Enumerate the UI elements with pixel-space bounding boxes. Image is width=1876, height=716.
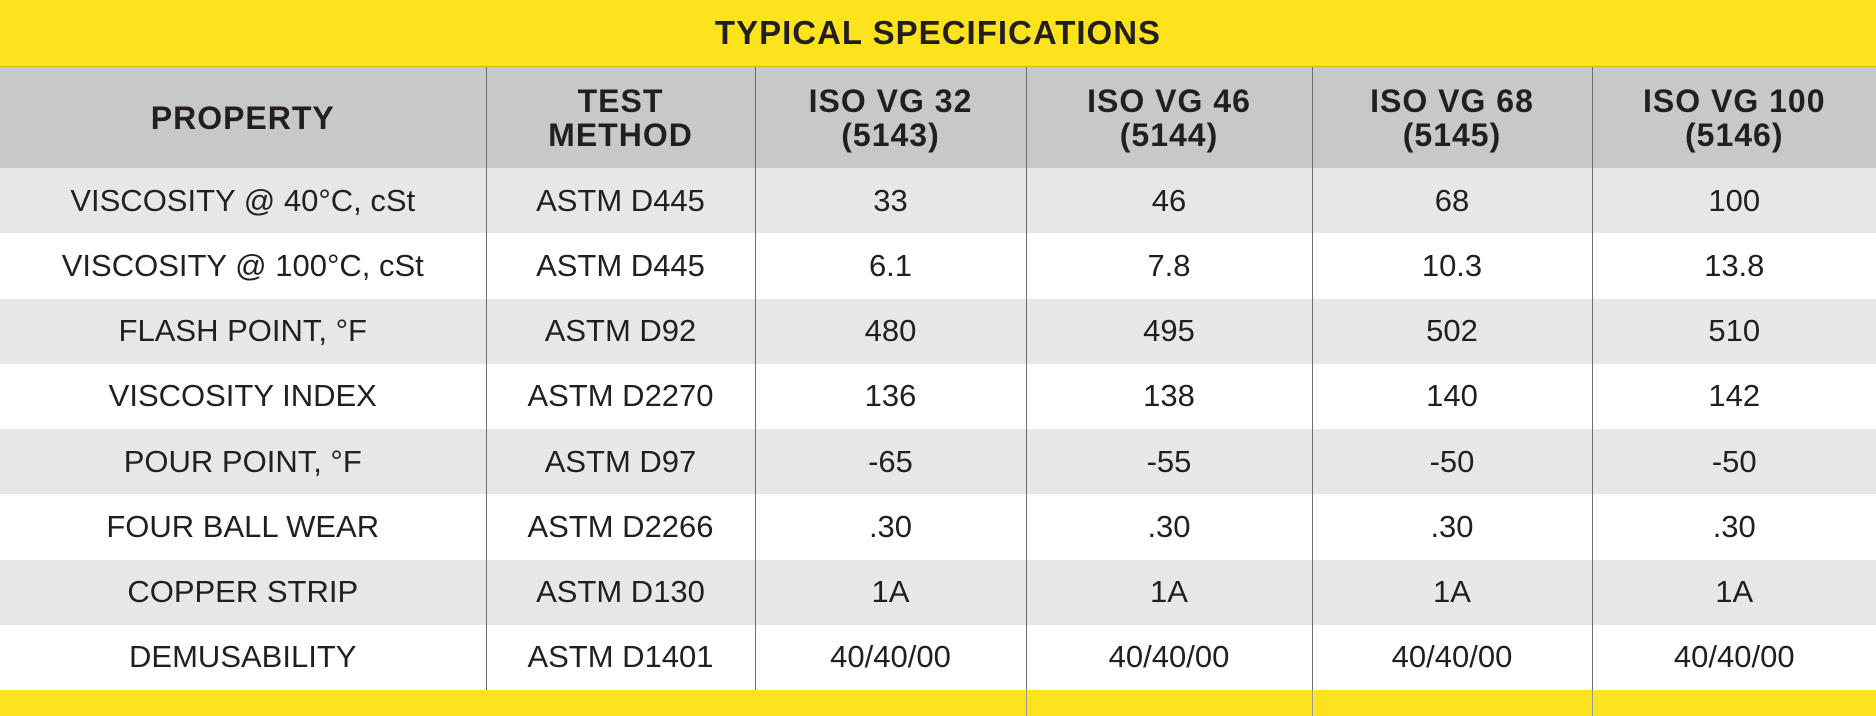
footer-bar: [0, 690, 1876, 716]
header-row: PROPERTY TEST METHOD ISO VG 32 (5143) ISO V…: [0, 67, 1876, 168]
table-cell: 10.3: [1311, 233, 1592, 299]
table-cell: 33: [754, 168, 1026, 234]
table-cell: 138: [1025, 363, 1312, 429]
footer-segment: [1312, 690, 1592, 716]
table-cell: ASTM D1401: [485, 624, 755, 690]
table-cell: POUR POINT, °F: [0, 429, 486, 495]
header-cell: PROPERTY: [0, 67, 486, 168]
table-cell: .30: [1591, 494, 1876, 560]
table-cell: VISCOSITY @ 40°C, cSt: [0, 168, 486, 234]
table-cell: 480: [754, 298, 1026, 364]
header-cell: ISO VG 100 (5146): [1591, 67, 1876, 168]
table-cell: ASTM D445: [485, 168, 755, 234]
table-cell: 142: [1591, 363, 1876, 429]
table-cell: 40/40/00: [1025, 624, 1312, 690]
table-cell: VISCOSITY @ 100°C, cSt: [61, 247, 424, 283]
table-cell: -50: [1591, 429, 1876, 495]
table-cell: 140: [1311, 363, 1592, 429]
table-cell: FLASH POINT, °F: [0, 298, 486, 364]
table-cell: -50: [1311, 429, 1592, 495]
header-text: TEST METHOD: [548, 82, 693, 153]
table-row: FOUR BALL WEAR ASTM D2266.30.30.30.30: [0, 494, 1876, 560]
table-body: VISCOSITY @ 40°C, cSt ASTM D445 33 46 68 100 V…: [0, 168, 1876, 690]
table-cell: 6.1: [754, 233, 1026, 299]
table-cell: 495: [1025, 298, 1312, 364]
table-cell: 510: [1591, 298, 1876, 364]
table-cell: ASTM D445: [485, 233, 755, 299]
table-cell: 7.8: [1025, 233, 1312, 299]
table-cell: 1A: [1025, 559, 1312, 625]
table-cell: .30: [1025, 494, 1312, 560]
table-cell: 136: [754, 363, 1026, 429]
table-row: VISCOSITY @ 100°C, cSt ASTM D445 6.1 7.8 10.…: [0, 233, 1876, 299]
spec-table: PROPERTY TEST METHOD ISO VG 32 (5143) ISO V…: [0, 67, 1876, 690]
table-cell: 68: [1311, 168, 1592, 234]
table-cell: 1A: [1311, 559, 1592, 625]
table-cell: 40/40/00: [754, 624, 1026, 690]
header-text: ISO VG 68 (5145): [1370, 82, 1534, 153]
header-text: ISO VG 100 (5146): [1642, 82, 1826, 153]
table-cell: 1A: [754, 559, 1026, 625]
table-cell: -55: [1025, 429, 1312, 495]
header-text: PROPERTY: [150, 99, 335, 136]
table-cell: ASTM D97: [485, 429, 755, 495]
table-cell: DEMUSABILITY: [129, 639, 357, 675]
footer-segment: [0, 690, 1026, 716]
table-cell: ASTM D92: [485, 298, 755, 364]
table-row: POUR POINT, °F ASTM D97 -65 -55 -50 -50: [0, 429, 1876, 495]
header-text: ISO VG 32 (5143): [808, 82, 973, 153]
table-cell: -65: [754, 429, 1026, 495]
footer-segment: [1592, 690, 1876, 716]
header-cell: TEST METHOD: [485, 67, 755, 168]
table-cell: 502: [1311, 298, 1592, 364]
table-cell: 100: [1591, 168, 1876, 234]
table-cell: 46: [1025, 168, 1312, 234]
table-cell: 40/40/00: [1311, 624, 1592, 690]
table-cell: 1A: [1591, 559, 1876, 625]
table-cell: .30: [754, 494, 1026, 560]
header-cell: ISO VG 32 (5143): [754, 67, 1026, 168]
table-cell: 40/40/00: [1591, 624, 1876, 690]
table-cell: FOUR BALL WEAR: [106, 508, 380, 544]
table-cell: ASTM D130: [485, 559, 755, 625]
table-cell: VISCOSITY INDEX: [108, 378, 377, 414]
header-cell: ISO VG 46 (5144): [1025, 67, 1312, 168]
title: TYPICAL SPECIFICATIONS: [0, 0, 1876, 67]
table-row: DEMUSABILITY ASTM D1401 40/40/00 40/40/00 40…: [0, 624, 1876, 690]
table-cell: ASTM D2270: [485, 363, 755, 429]
table-row: FLASH POINT, °F ASTM D92 480 495 502 510: [0, 298, 1876, 364]
table-row: VISCOSITY INDEX ASTM D2270 136 138 140 142: [0, 363, 1876, 429]
table-cell: COPPER STRIP: [0, 559, 486, 625]
table-cell: ASTM D2266: [485, 494, 755, 560]
footer-segment: [1026, 690, 1312, 716]
header-text: ISO VG 46 (5144): [1087, 82, 1251, 153]
table-cell: .30: [1311, 494, 1592, 560]
table-row: COPPER STRIP ASTM D130 1A 1A 1A 1A: [0, 559, 1876, 625]
header-cell: ISO VG 68 (5145): [1311, 67, 1592, 168]
table-row: VISCOSITY @ 40°C, cSt ASTM D445 33 46 68 100: [0, 168, 1876, 234]
table-cell: 13.8: [1591, 233, 1876, 299]
